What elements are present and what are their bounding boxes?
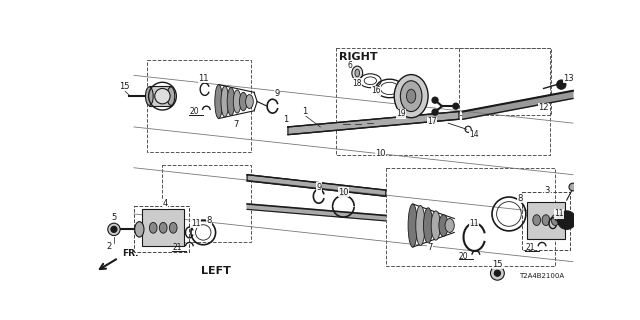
- Text: 15: 15: [492, 260, 502, 268]
- Circle shape: [490, 266, 504, 280]
- Ellipse shape: [159, 222, 167, 233]
- Text: 17: 17: [427, 117, 436, 126]
- Bar: [527, 202, 565, 239]
- Text: LEFT: LEFT: [202, 266, 231, 276]
- Circle shape: [108, 223, 120, 236]
- Ellipse shape: [215, 84, 223, 118]
- Text: 13: 13: [563, 74, 573, 83]
- Bar: [336, 48, 550, 155]
- Bar: [522, 192, 570, 250]
- Ellipse shape: [406, 89, 416, 103]
- Bar: [134, 206, 189, 252]
- Text: 20: 20: [459, 252, 468, 261]
- Text: 11: 11: [198, 74, 209, 83]
- Ellipse shape: [352, 66, 363, 80]
- Polygon shape: [247, 175, 386, 196]
- Text: 10: 10: [375, 149, 386, 158]
- Text: 4: 4: [162, 199, 168, 208]
- Bar: [141, 209, 184, 246]
- Ellipse shape: [167, 87, 175, 105]
- Text: 8: 8: [206, 216, 211, 225]
- Text: 2: 2: [106, 242, 111, 251]
- Bar: [149, 86, 171, 106]
- Ellipse shape: [221, 86, 228, 117]
- Circle shape: [494, 270, 500, 276]
- Bar: [147, 60, 251, 152]
- Text: 11: 11: [191, 219, 200, 228]
- Ellipse shape: [424, 208, 433, 243]
- Ellipse shape: [355, 69, 360, 77]
- Polygon shape: [247, 204, 386, 221]
- Text: 3: 3: [545, 186, 550, 195]
- Ellipse shape: [431, 211, 440, 240]
- Ellipse shape: [234, 90, 241, 113]
- Ellipse shape: [551, 215, 559, 226]
- Ellipse shape: [239, 92, 247, 111]
- Circle shape: [557, 211, 576, 229]
- Circle shape: [452, 103, 459, 109]
- Text: T2A4B2100A: T2A4B2100A: [520, 273, 564, 278]
- Circle shape: [432, 97, 438, 103]
- Text: RIGHT: RIGHT: [339, 52, 378, 62]
- Ellipse shape: [246, 95, 253, 108]
- Ellipse shape: [170, 222, 177, 233]
- Text: 21: 21: [525, 243, 534, 252]
- Bar: [386, 168, 555, 266]
- Text: 1: 1: [283, 115, 288, 124]
- Text: 9: 9: [316, 182, 321, 191]
- Text: 11: 11: [554, 210, 564, 219]
- Ellipse shape: [439, 215, 448, 236]
- Bar: [459, 48, 551, 116]
- Ellipse shape: [401, 81, 422, 112]
- Ellipse shape: [445, 219, 454, 232]
- Text: 9: 9: [275, 89, 280, 98]
- Circle shape: [569, 183, 577, 191]
- Text: 15: 15: [118, 82, 129, 91]
- Text: 10: 10: [338, 188, 349, 197]
- Text: 21: 21: [172, 243, 182, 252]
- Text: 5: 5: [111, 212, 116, 221]
- Ellipse shape: [394, 75, 428, 118]
- Text: 11: 11: [470, 219, 479, 228]
- Ellipse shape: [408, 204, 417, 247]
- Text: 6: 6: [347, 61, 352, 70]
- Ellipse shape: [542, 215, 550, 226]
- Circle shape: [557, 80, 566, 89]
- Bar: [163, 165, 251, 243]
- Text: 18: 18: [353, 78, 362, 88]
- Ellipse shape: [227, 88, 235, 116]
- Ellipse shape: [533, 215, 541, 226]
- Text: 12: 12: [538, 103, 549, 112]
- Text: 7: 7: [427, 243, 433, 252]
- Text: 14: 14: [470, 130, 479, 139]
- Circle shape: [111, 226, 117, 232]
- Text: 20: 20: [189, 107, 199, 116]
- Text: 1: 1: [302, 107, 308, 116]
- Ellipse shape: [135, 222, 144, 237]
- Text: 7: 7: [233, 120, 238, 129]
- Ellipse shape: [416, 205, 425, 245]
- Ellipse shape: [149, 222, 157, 233]
- Text: 16: 16: [371, 86, 381, 95]
- Circle shape: [432, 109, 438, 115]
- Text: 8: 8: [518, 194, 523, 203]
- Polygon shape: [288, 112, 459, 135]
- Text: 19: 19: [396, 109, 406, 118]
- Polygon shape: [463, 91, 573, 119]
- Circle shape: [155, 88, 170, 104]
- Text: FR.: FR.: [122, 250, 138, 259]
- Ellipse shape: [145, 87, 153, 105]
